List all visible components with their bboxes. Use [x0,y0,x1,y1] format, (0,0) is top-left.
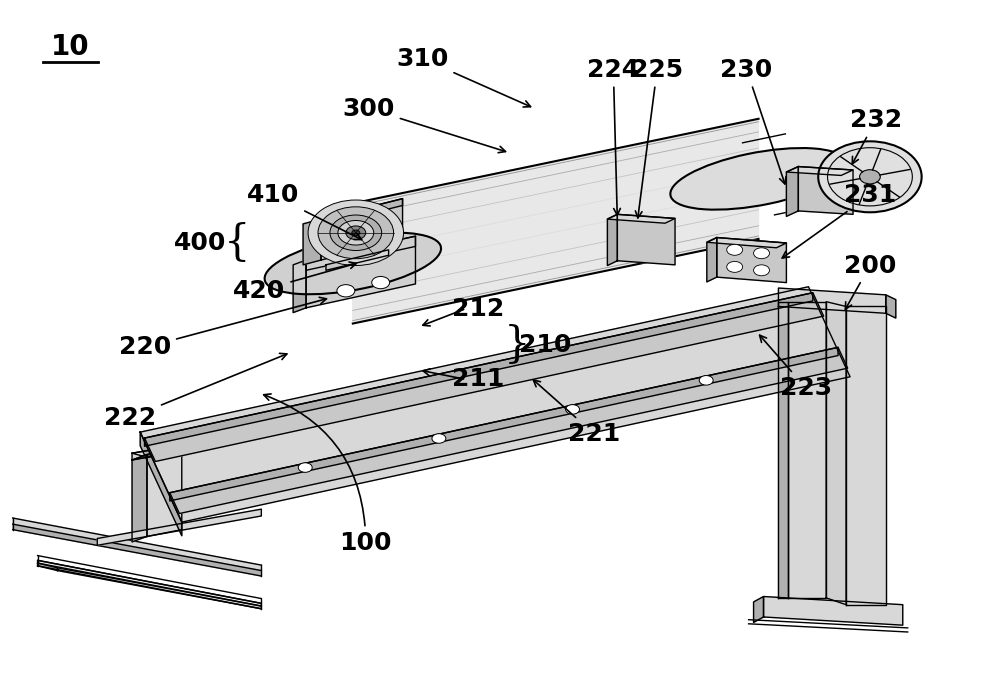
Text: 231: 231 [782,183,896,258]
Circle shape [566,405,580,414]
Polygon shape [353,119,759,323]
Polygon shape [707,237,786,248]
Polygon shape [145,292,813,447]
Polygon shape [132,455,147,542]
Ellipse shape [775,156,828,184]
Polygon shape [13,518,261,570]
Polygon shape [38,560,261,606]
Polygon shape [754,596,764,623]
Polygon shape [798,166,853,215]
Circle shape [346,226,366,239]
Polygon shape [617,215,675,265]
Circle shape [372,277,390,289]
Circle shape [727,244,743,255]
Circle shape [337,285,355,297]
Text: 220: 220 [119,297,326,359]
Text: 232: 232 [850,108,902,164]
Circle shape [432,433,446,443]
Polygon shape [140,432,182,536]
Text: 420: 420 [233,262,356,303]
Text: 212: 212 [452,297,504,321]
Polygon shape [170,347,838,501]
Circle shape [754,248,769,259]
Circle shape [727,261,743,272]
Polygon shape [886,295,896,318]
Polygon shape [778,302,788,598]
Polygon shape [778,288,886,313]
Polygon shape [306,236,415,270]
Circle shape [338,220,374,245]
Text: 400: 400 [173,231,226,255]
Circle shape [818,141,922,213]
Polygon shape [132,448,182,460]
Ellipse shape [265,233,441,294]
Text: 100: 100 [264,394,392,555]
Text: 211: 211 [452,367,504,391]
Circle shape [699,376,713,385]
Ellipse shape [670,148,847,210]
Polygon shape [764,596,903,625]
Polygon shape [140,287,850,522]
Polygon shape [145,292,824,462]
Circle shape [860,170,880,184]
Text: 200: 200 [844,253,896,309]
Polygon shape [303,219,321,265]
Polygon shape [607,215,675,223]
Polygon shape [132,431,271,456]
Text: }: } [504,324,530,367]
Polygon shape [321,199,403,260]
Text: 221: 221 [533,380,621,446]
Text: 310: 310 [396,47,531,107]
Polygon shape [321,199,403,226]
Text: 224: 224 [587,58,639,215]
Polygon shape [306,236,415,308]
Polygon shape [846,306,886,605]
Text: 10: 10 [51,33,90,61]
Polygon shape [717,237,786,283]
Circle shape [308,200,404,266]
Polygon shape [826,302,846,605]
Text: {: { [224,222,251,264]
Polygon shape [707,237,717,282]
Circle shape [330,215,382,250]
Circle shape [318,207,394,259]
Circle shape [754,265,769,276]
Polygon shape [57,568,261,609]
Polygon shape [132,431,261,460]
Text: 223: 223 [760,335,832,400]
Text: 222: 222 [104,354,287,430]
Polygon shape [786,166,853,175]
Polygon shape [147,448,182,537]
Polygon shape [38,563,57,570]
Polygon shape [607,215,617,266]
Polygon shape [97,509,261,546]
Polygon shape [170,347,848,513]
Circle shape [352,230,360,235]
Text: 230: 230 [720,58,786,184]
Polygon shape [326,250,389,270]
Polygon shape [786,166,798,217]
Polygon shape [293,260,306,312]
Polygon shape [788,302,826,598]
Text: 410: 410 [247,183,362,239]
Text: 300: 300 [343,96,506,153]
Text: 225: 225 [631,58,683,218]
Polygon shape [13,524,261,576]
Text: 210: 210 [519,334,571,357]
Circle shape [298,463,312,473]
